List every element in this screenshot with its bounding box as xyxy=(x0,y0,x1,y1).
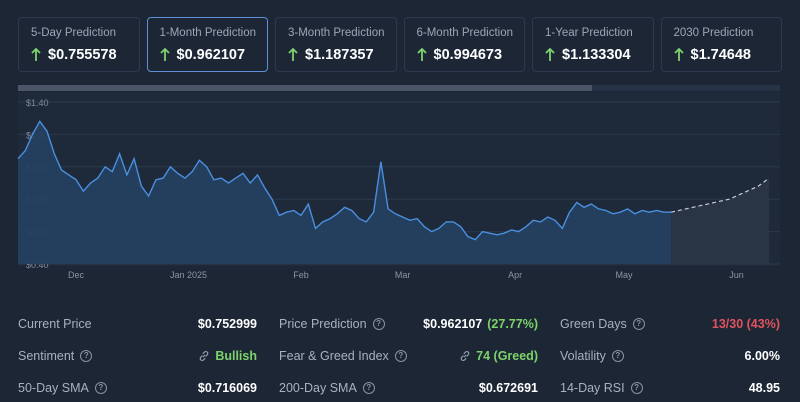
help-icon[interactable]: ? xyxy=(394,350,407,362)
link-icon xyxy=(200,351,209,361)
y-tick-label: $0.40 xyxy=(26,260,49,270)
prediction-card-6-month[interactable]: 6-Month Prediction $0.994673 xyxy=(403,17,525,72)
stats-row: 50-Day SMA? $0.716069 200-Day SMA? $0.67… xyxy=(18,372,780,402)
prediction-value: $0.994673 xyxy=(433,47,503,63)
stat-value: $0.672691 xyxy=(478,381,538,395)
stat-label: 50-Day SMA xyxy=(18,381,89,395)
stat-200-day-sma: 200-Day SMA? $0.672691 xyxy=(279,381,538,395)
stat-current-price: Current Price $0.752999 xyxy=(18,317,257,331)
prediction-value: $1.74648 xyxy=(690,47,751,63)
prediction-card-2030[interactable]: 2030 Prediction $1.74648 xyxy=(660,17,782,72)
stat-50-day-sma: 50-Day SMA? $0.716069 xyxy=(18,381,257,395)
stat-label: Current Price xyxy=(18,317,92,331)
stat-fear-greed: Fear & Greed Index? 74 (Greed) xyxy=(279,349,538,363)
stat-label: Price Prediction xyxy=(279,317,367,331)
stat-label: Volatility xyxy=(560,349,606,363)
stat-label: Green Days xyxy=(560,317,627,331)
prediction-cards: 5-Day Prediction $0.755578 1-Month Predi… xyxy=(18,17,782,73)
help-icon[interactable]: ? xyxy=(611,350,624,362)
stat-14-day-rsi: 14-Day RSI? 48.95 xyxy=(560,381,780,395)
help-icon[interactable]: ? xyxy=(630,382,643,394)
prediction-card-1-year[interactable]: 1-Year Prediction $1.133304 xyxy=(532,17,654,72)
x-tick-label: Jun xyxy=(729,270,744,280)
stat-value: 6.00% xyxy=(744,349,780,363)
x-tick-label: Mar xyxy=(395,270,411,280)
stat-value: 13/30 (43%) xyxy=(711,317,780,331)
x-tick-label: Apr xyxy=(508,270,522,280)
price-line xyxy=(17,120,672,241)
prediction-label: 6-Month Prediction xyxy=(416,27,514,39)
stat-label: 200-Day SMA xyxy=(279,381,357,395)
chart-range-scrollbar[interactable] xyxy=(18,85,780,91)
stat-value: $0.752999 xyxy=(197,317,257,331)
arrow-up-icon xyxy=(545,48,555,61)
forecast-line xyxy=(670,177,770,213)
forecast-area xyxy=(671,178,770,264)
help-icon[interactable]: ? xyxy=(372,318,385,330)
price-area xyxy=(18,121,672,265)
x-tick-label: Feb xyxy=(293,270,309,280)
help-icon[interactable]: ? xyxy=(94,382,107,394)
stat-label: 14-Day RSI xyxy=(560,381,625,395)
stat-value: 48.95 xyxy=(748,381,780,395)
prediction-card-3-month[interactable]: 3-Month Prediction $1.187357 xyxy=(275,17,397,72)
arrow-up-icon xyxy=(416,48,427,61)
help-icon[interactable]: ? xyxy=(80,350,93,362)
prediction-card-1-month[interactable]: 1-Month Prediction $0.962107 xyxy=(146,17,268,72)
stat-value[interactable]: Bullish xyxy=(215,349,257,363)
arrow-up-icon xyxy=(159,48,170,61)
chart-range-scroll-thumb[interactable] xyxy=(18,85,592,91)
arrow-up-icon xyxy=(673,48,684,61)
prediction-value: $0.962107 xyxy=(176,47,246,63)
stats-table: Current Price $0.752999 Price Prediction… xyxy=(18,308,780,402)
stats-row: Current Price $0.752999 Price Prediction… xyxy=(18,308,780,340)
arrow-up-icon xyxy=(288,48,298,61)
y-tick-label: $1.40 xyxy=(26,98,49,108)
prediction-value: $1.187357 xyxy=(305,47,374,63)
x-tick-label: Dec xyxy=(68,270,85,280)
prediction-label: 3-Month Prediction xyxy=(288,27,385,39)
stat-label: Fear & Greed Index xyxy=(279,349,389,363)
stat-green-days: Green Days? 13/30 (43%) xyxy=(560,317,780,331)
prediction-card-5-day[interactable]: 5-Day Prediction $0.755578 xyxy=(18,17,140,72)
prediction-label: 5-Day Prediction xyxy=(31,27,117,39)
prediction-value: $0.755578 xyxy=(48,47,117,63)
stats-row: Sentiment? Bullish Fear & Greed Index? 7… xyxy=(18,340,780,372)
stat-change-percent: (27.77%) xyxy=(487,317,538,331)
arrow-up-icon xyxy=(31,48,41,61)
stat-volatility: Volatility? 6.00% xyxy=(560,349,780,363)
stat-sentiment: Sentiment? Bullish xyxy=(18,349,257,363)
prediction-label: 1-Month Prediction xyxy=(159,27,257,39)
stat-price-prediction: Price Prediction? $0.962107 (27.77%) xyxy=(279,317,538,331)
link-icon xyxy=(460,351,470,361)
x-tick-label: May xyxy=(615,270,633,280)
stat-label: Sentiment xyxy=(18,349,75,363)
stat-value[interactable]: 74 (Greed) xyxy=(476,349,538,363)
stat-value: $0.962107 xyxy=(423,317,483,331)
x-tick-label: Jan 2025 xyxy=(170,270,207,280)
help-icon[interactable]: ? xyxy=(632,318,645,330)
prediction-value: $1.133304 xyxy=(562,47,631,63)
prediction-label: 2030 Prediction xyxy=(673,27,754,39)
help-icon[interactable]: ? xyxy=(362,382,375,394)
stat-value: $0.716069 xyxy=(197,381,257,395)
prediction-label: 1-Year Prediction xyxy=(545,27,633,39)
